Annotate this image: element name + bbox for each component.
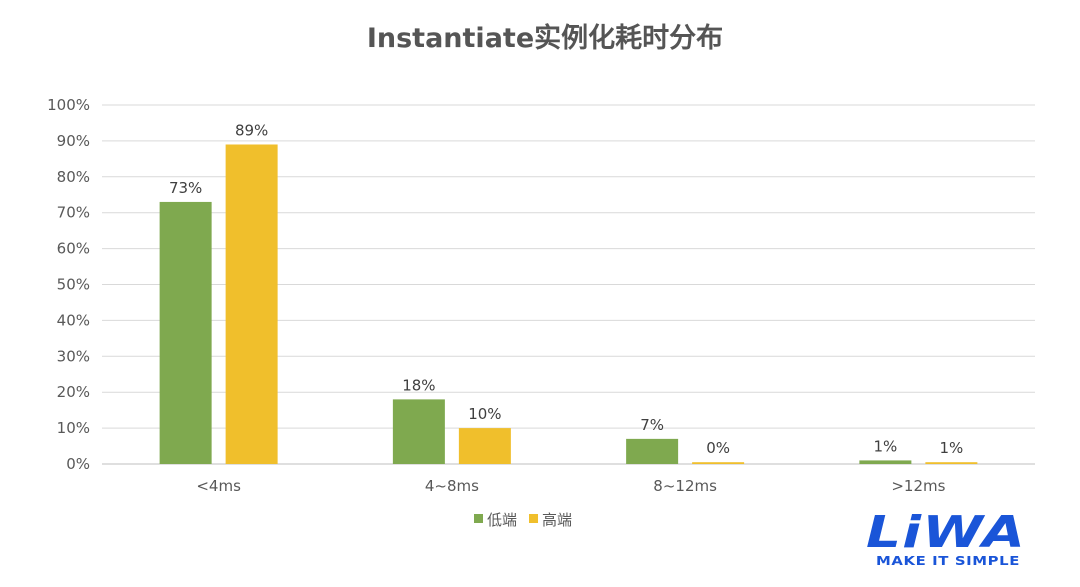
y-tick-label: 80% (57, 168, 90, 186)
bar (925, 462, 978, 464)
logo-tagline: MAKE IT SIMPLE (876, 554, 1020, 568)
y-tick-label: 20% (57, 383, 90, 401)
legend-label: 高端 (542, 511, 572, 529)
data-label: 18% (402, 376, 435, 394)
y-tick-label: 70% (57, 204, 90, 222)
bar (392, 399, 445, 464)
data-label: 0% (706, 439, 730, 457)
y-tick-label: 40% (57, 311, 90, 329)
bar (626, 438, 679, 464)
bar (859, 460, 912, 464)
x-tick-label: 4~8ms (425, 477, 479, 495)
data-label: 10% (468, 405, 501, 423)
bar (225, 144, 278, 465)
y-tick-label: 0% (66, 455, 90, 473)
y-axis: 0% 10% 20% 30% 40% 50% 60% 70% 80% 90% 100% (47, 96, 90, 473)
y-tick-label: 60% (57, 240, 90, 258)
data-label: 7% (640, 416, 664, 434)
legend-label: 低端 (487, 511, 517, 529)
data-label: 73% (169, 179, 202, 197)
bar (159, 201, 212, 464)
x-tick-label: <4ms (196, 477, 241, 495)
y-tick-label: 100% (47, 96, 90, 114)
bars: 73% 89% 18% 10% 7% 0% 1% 1% (159, 121, 978, 465)
x-tick-label: >12ms (891, 477, 945, 495)
bar (692, 462, 745, 464)
chart-title: Instantiate实例化耗时分布 (367, 22, 723, 54)
data-label: 1% (939, 439, 963, 457)
bar (458, 428, 511, 464)
liwa-logo: LiWA MAKE IT SIMPLE (866, 507, 1026, 568)
logo-word: LiWA (866, 507, 1026, 558)
legend-swatch (529, 514, 539, 523)
x-axis: <4ms 4~8ms 8~12ms >12ms (196, 477, 945, 495)
data-label: 1% (873, 437, 897, 455)
legend: 低端 高端 (474, 511, 572, 529)
y-tick-label: 90% (57, 132, 90, 150)
y-tick-label: 30% (57, 347, 90, 365)
y-tick-label: 50% (57, 276, 90, 294)
x-tick-label: 8~12ms (653, 477, 717, 495)
y-tick-label: 10% (57, 419, 90, 437)
data-label: 89% (235, 121, 268, 139)
legend-swatch (474, 514, 483, 523)
